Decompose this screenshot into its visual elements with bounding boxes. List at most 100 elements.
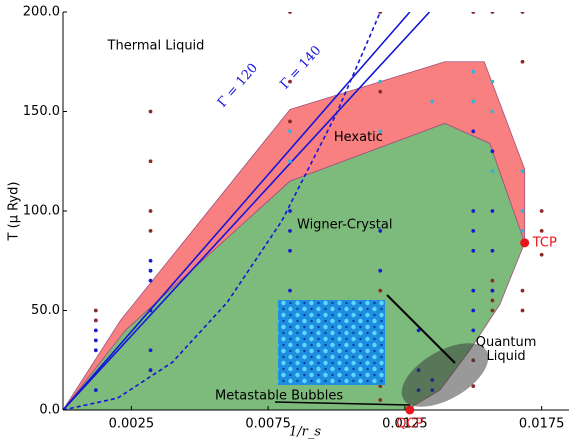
data-point: [288, 12, 292, 14]
data-point: [148, 268, 153, 273]
data-point: [93, 348, 98, 353]
data-point: [520, 209, 525, 213]
data-point: [148, 209, 153, 213]
data-point: [490, 169, 495, 174]
data-point: [471, 99, 476, 104]
gamma-line: [63, 12, 382, 410]
data-point: [148, 368, 153, 373]
data-point: [490, 288, 495, 293]
data-point: [378, 79, 383, 84]
gamma-line: [63, 12, 411, 410]
inset-image: [278, 300, 385, 385]
data-point: [288, 248, 292, 253]
data-point: [288, 129, 292, 134]
data-point: [520, 288, 525, 293]
data-point: [471, 384, 476, 389]
data-point: [148, 308, 153, 313]
gamma-line: [63, 12, 431, 410]
data-point: [93, 318, 98, 323]
data-point: [288, 119, 292, 124]
pointer-line: [386, 294, 456, 364]
critical-point: [405, 405, 415, 415]
data-point: [93, 308, 98, 313]
data-point: [539, 252, 544, 257]
data-point: [471, 288, 476, 293]
data-point: [539, 209, 544, 213]
data-point: [490, 12, 495, 14]
data-point: [148, 348, 153, 353]
pointer-line: [274, 401, 411, 406]
data-point: [520, 308, 525, 313]
data-point: [471, 308, 476, 313]
data-point: [148, 159, 153, 164]
data-point: [471, 248, 476, 253]
line-label: Γ = 140: [277, 43, 324, 92]
data-point: [288, 159, 292, 164]
x-tick-label: 0.0075: [245, 417, 291, 432]
data-point: [471, 69, 476, 74]
data-point: [378, 268, 383, 273]
data-point: [93, 388, 98, 392]
annotation: Liquid: [486, 349, 525, 364]
bubble-region: [401, 343, 489, 407]
data-point: [520, 229, 525, 233]
data-point: [490, 209, 495, 213]
x-axis-label: 1/r_s: [289, 425, 321, 440]
data-point: [378, 129, 383, 134]
data-point: [539, 229, 544, 233]
data-point: [490, 79, 495, 84]
data-point: [93, 328, 98, 333]
y-tick-label: 100.0: [23, 204, 60, 219]
data-point: [490, 109, 495, 114]
data-point: [288, 288, 292, 293]
data-point: [148, 258, 153, 263]
annotation: Quantum: [476, 335, 537, 350]
data-point: [490, 278, 495, 283]
annotation: Thermal Liquid: [107, 38, 205, 53]
data-point: [93, 338, 98, 343]
data-point: [378, 398, 383, 402]
line-label: Γ = 120: [215, 61, 261, 111]
data-point: [490, 149, 495, 154]
data-point: [520, 169, 525, 174]
data-point: [471, 129, 476, 134]
data-point: [148, 229, 153, 233]
y-tick-label: 0.0: [39, 403, 60, 418]
data-point: [148, 278, 153, 283]
data-point: [378, 89, 383, 94]
data-point: [430, 99, 435, 104]
point-label: TCP: [532, 235, 557, 250]
data-point: [490, 298, 495, 303]
y-axis-label: T (μ Ryd): [7, 182, 22, 242]
data-point: [471, 12, 476, 14]
annotation: Metastable Bubbles: [215, 389, 343, 404]
x-tick-label: 0.0025: [109, 417, 155, 432]
data-point: [288, 79, 292, 84]
region-label: Hexatic: [334, 130, 383, 145]
critical-point: [520, 238, 530, 248]
data-point: [416, 328, 421, 333]
x-tick-label: 0.0175: [519, 417, 565, 432]
data-point: [378, 384, 383, 389]
data-point: [471, 328, 476, 333]
data-point: [378, 229, 383, 233]
y-tick-label: 50.0: [31, 303, 60, 318]
data-point: [490, 308, 495, 313]
y-tick-label: 200.0: [23, 5, 60, 20]
data-point: [471, 209, 476, 213]
data-point: [520, 12, 525, 14]
point-label: QCP: [396, 417, 423, 432]
data-point: [288, 209, 292, 213]
data-point: [520, 59, 525, 64]
plot-area: [63, 12, 544, 410]
data-point: [378, 12, 383, 14]
x-tick-label: 0.0125: [382, 417, 428, 432]
data-point: [471, 229, 476, 233]
data-point: [288, 229, 292, 233]
y-tick-label: 150.0: [23, 104, 60, 119]
region-label: Wigner-Crystal: [297, 217, 392, 232]
data-point: [378, 288, 383, 293]
data-point: [490, 248, 495, 253]
data-point: [148, 109, 153, 114]
